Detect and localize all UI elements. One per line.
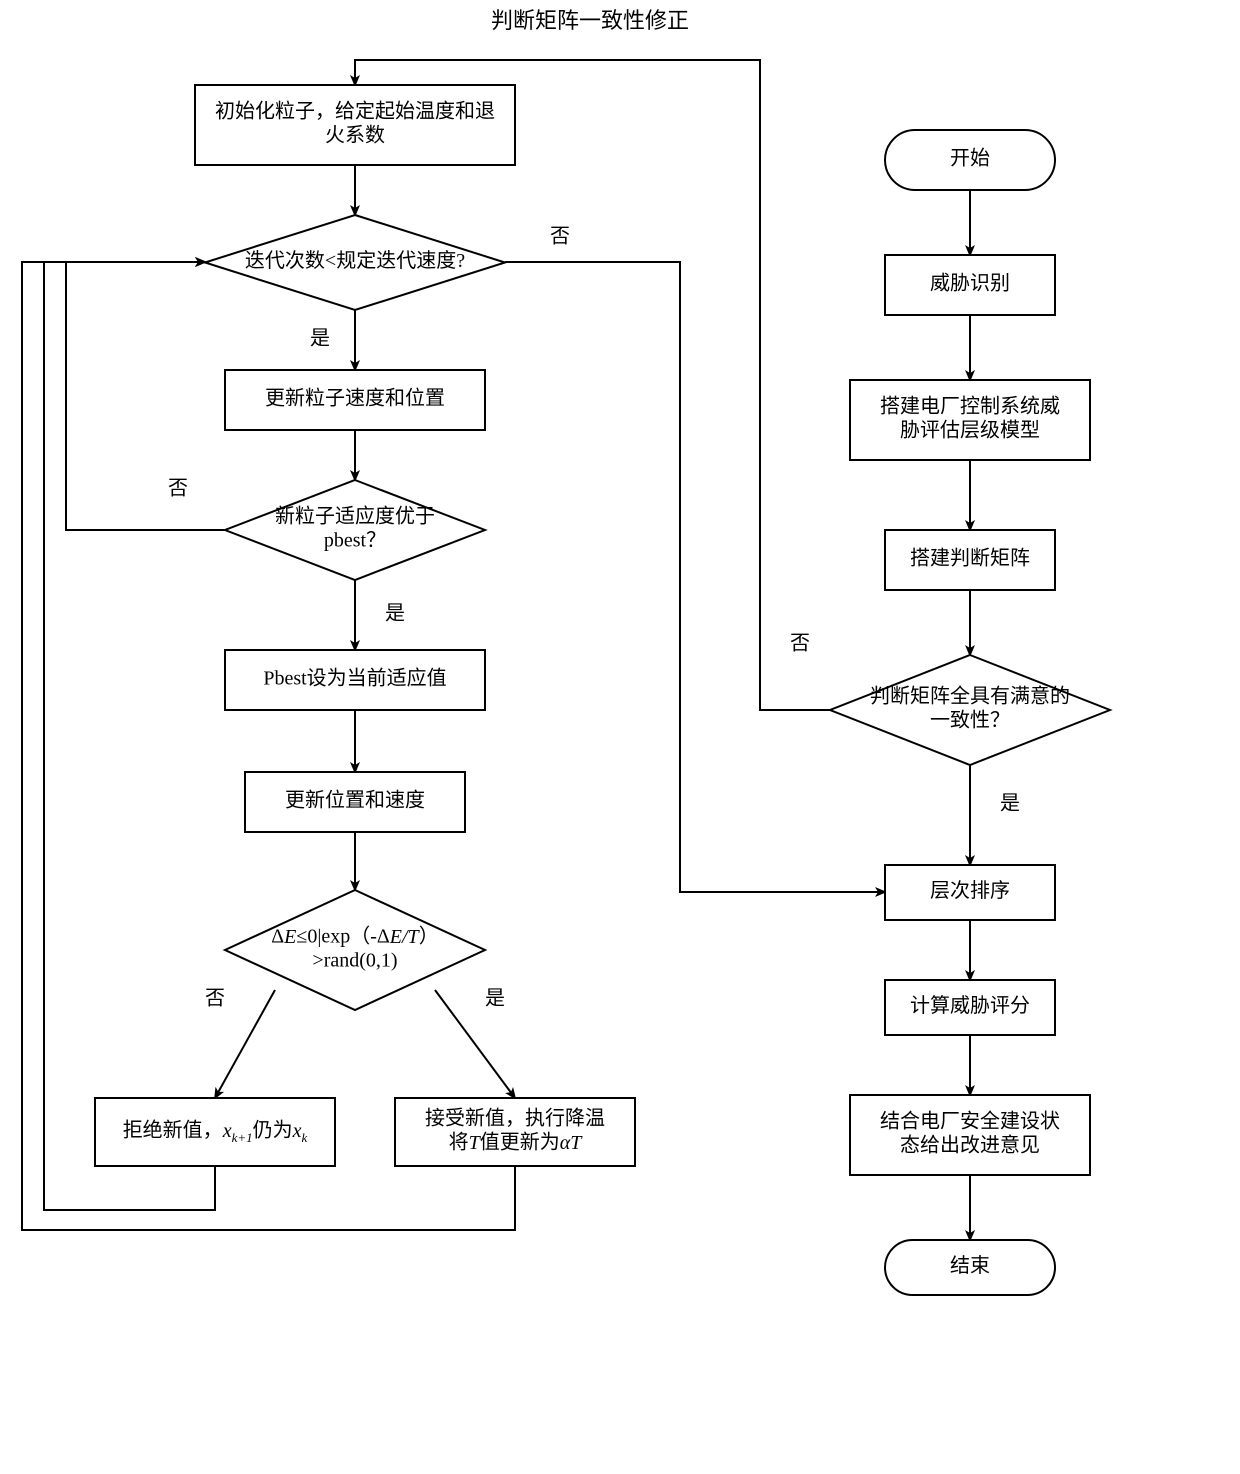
edge-label-8: 是	[485, 988, 505, 1010]
edge-9	[44, 262, 215, 1210]
node-n_upd1: 更新粒子速度和位置	[225, 370, 485, 430]
node-label-d_energy-0: ΔE≤0|exp（-ΔE/T）	[271, 925, 438, 948]
node-label-d_energy-1: >rand(0,1)	[312, 950, 397, 972]
node-label-n_model-1: 胁评估层级模型	[900, 419, 1040, 442]
node-n_model: 搭建电厂控制系统威胁评估层级模型	[850, 380, 1090, 460]
edge-label-11: 否	[550, 226, 570, 248]
edge-label-3: 是	[385, 603, 405, 625]
node-label-d_cons-1: 一致性？	[930, 709, 1010, 732]
node-label-d_pbest-1: pbest？	[324, 530, 386, 552]
node-label-n_advice-0: 结合电厂安全建设状	[880, 1110, 1060, 1133]
node-n_start: 开始	[885, 130, 1055, 190]
node-label-n_reject-0: 拒绝新值，xk+1仍为xk	[123, 1119, 308, 1146]
node-label-n_accept-1: 将T值更新为αT	[449, 1131, 584, 1154]
node-label-n_init-0: 初始化粒子，给定起始温度和退	[215, 100, 495, 123]
diagram-title: 判断矩阵一致性修正	[491, 8, 689, 33]
node-d_energy: ΔE≤0|exp（-ΔE/T）>rand(0,1)	[225, 890, 485, 1010]
node-n_score: 计算威胁评分	[885, 980, 1055, 1035]
node-label-d_cons-0: 判断矩阵全具有满意的	[870, 685, 1070, 708]
node-label-n_setpb-0: Pbest设为当前适应值	[263, 667, 446, 690]
node-label-n_init-1: 火系数	[325, 124, 385, 147]
node-label-n_sort-0: 层次排序	[930, 879, 1010, 902]
node-n_accept: 接受新值，执行降温将T值更新为αT	[395, 1098, 635, 1166]
edge-label-1: 是	[310, 328, 330, 350]
node-label-n_end-0: 结束	[950, 1254, 990, 1277]
node-label-n_matrix-0: 搭建判断矩阵	[910, 547, 1030, 570]
node-n_setpb: Pbest设为当前适应值	[225, 650, 485, 710]
node-label-n_accept-0: 接受新值，执行降温	[425, 1107, 605, 1130]
node-d_cons: 判断矩阵全具有满意的一致性？	[830, 655, 1110, 765]
node-label-n_upd2-0: 更新位置和速度	[285, 789, 425, 812]
node-n_upd2: 更新位置和速度	[245, 772, 465, 832]
node-label-n_start-0: 开始	[950, 147, 990, 170]
edge-label-16: 是	[1000, 793, 1020, 815]
node-label-d_iter-0: 迭代次数<规定迭代速度?	[245, 249, 465, 272]
edge-6	[66, 262, 225, 530]
node-label-n_score-0: 计算威胁评分	[910, 994, 1030, 1017]
edge-label-6: 否	[168, 478, 188, 500]
edge-label-7: 否	[205, 988, 225, 1010]
node-label-d_pbest-0: 新粒子适应度优于	[275, 505, 435, 528]
node-label-n_advice-1: 态给出改进意见	[900, 1134, 1040, 1157]
edge-label-20: 否	[790, 633, 810, 655]
node-n_threat: 威胁识别	[885, 255, 1055, 315]
node-n_reject: 拒绝新值，xk+1仍为xk	[95, 1098, 335, 1166]
node-d_iter: 迭代次数<规定迭代速度?	[205, 215, 505, 310]
node-n_matrix: 搭建判断矩阵	[885, 530, 1055, 590]
node-label-n_model-0: 搭建电厂控制系统威	[880, 395, 1060, 418]
node-n_sort: 层次排序	[885, 865, 1055, 920]
node-d_pbest: 新粒子适应度优于pbest？	[225, 480, 485, 580]
node-label-n_threat-0: 威胁识别	[930, 272, 1010, 295]
node-n_advice: 结合电厂安全建设状态给出改进意见	[850, 1095, 1090, 1175]
node-n_init: 初始化粒子，给定起始温度和退火系数	[195, 85, 515, 165]
edge-11	[505, 262, 885, 892]
node-label-n_upd1-0: 更新粒子速度和位置	[265, 387, 445, 410]
flowchart-canvas: 初始化粒子，给定起始温度和退火系数迭代次数<规定迭代速度?更新粒子速度和位置新粒…	[0, 0, 1240, 1474]
node-n_end: 结束	[885, 1240, 1055, 1295]
